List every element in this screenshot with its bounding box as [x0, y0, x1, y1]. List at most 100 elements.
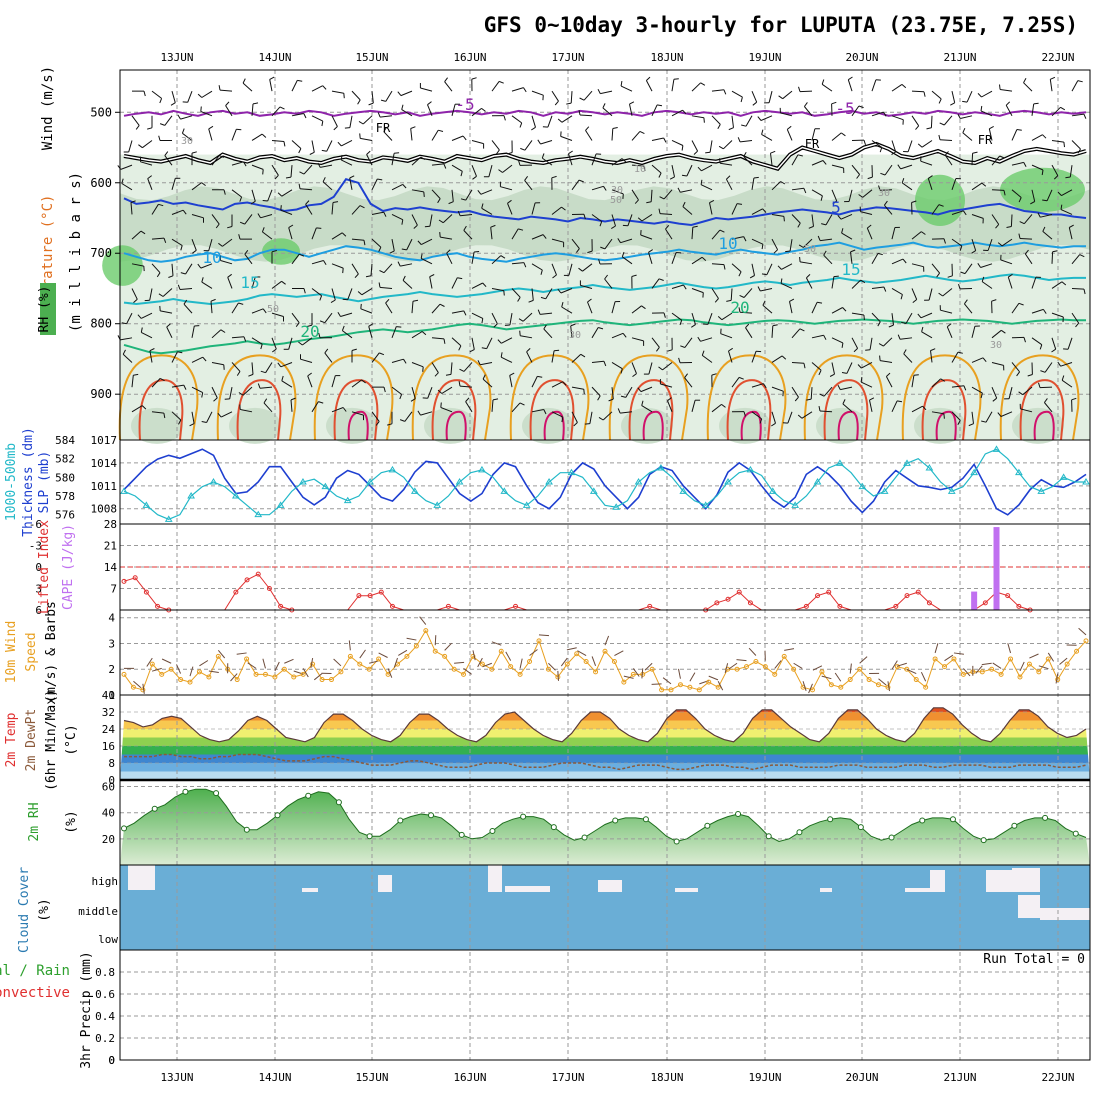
wind-barb [931, 263, 940, 274]
wind-barb [731, 263, 742, 273]
wind-barb-flag [879, 147, 883, 153]
rh-legend-swatch [40, 283, 56, 335]
wind-barb [429, 214, 433, 227]
wind-barb-flag [1057, 361, 1062, 367]
wind-barb-flag [503, 115, 506, 121]
rh-marker [182, 788, 189, 795]
wind-barb-flag [681, 145, 684, 151]
wind-barb [140, 312, 153, 319]
wind-barb-flag [437, 389, 443, 394]
wind-barb-flag [324, 348, 329, 354]
wind-barb-10m [491, 641, 502, 646]
wind-barb-10m [230, 673, 238, 682]
wind-barb-10m [302, 668, 309, 678]
rh-area [120, 789, 1090, 865]
wind-barb-flag [192, 249, 197, 254]
wind-barb-flag [290, 397, 296, 401]
wind-barb-flag [458, 345, 462, 351]
wind-barb [686, 164, 693, 177]
wind-speed-marker [527, 659, 533, 665]
panel-frames [115, 69, 1091, 1061]
wind-barb [905, 312, 913, 324]
top-date-label: 20JUN [845, 51, 878, 64]
wind-barb-flag [394, 152, 400, 154]
wind-barb [490, 227, 493, 240]
lifted-index-marker [1016, 603, 1022, 609]
wind-barb-10m [934, 643, 939, 654]
wind-barb [1042, 231, 1053, 240]
wind-barb-flag [999, 84, 1001, 90]
wind-barb [131, 405, 143, 413]
wind-barb-flag [957, 351, 963, 354]
wind-barb [240, 409, 253, 413]
wind-barb-flag [597, 88, 601, 94]
wind-barb [991, 329, 1002, 339]
rh-marker [489, 828, 496, 834]
wind-barb-flag [180, 245, 183, 251]
wind-barb-flag [1077, 80, 1083, 83]
rh-axis-label: (%) [64, 810, 79, 833]
wind-barb [851, 337, 859, 349]
wind-barb [271, 312, 284, 317]
wind-barb-flag [438, 129, 444, 132]
wind-barb [811, 128, 816, 141]
precip-label-convective: Convective [0, 985, 70, 1001]
wind-barb-flag [500, 255, 506, 259]
wind-barb-flag [1083, 288, 1086, 295]
bottom-date-label: 19JUN [748, 1071, 781, 1084]
wind-barb [251, 103, 254, 116]
wind-barb [684, 337, 693, 348]
wind-barb [120, 164, 133, 170]
wind-barb [871, 312, 881, 323]
wind-barb [491, 255, 502, 265]
wind-barb-flag [1033, 102, 1039, 105]
isotherm-20 [123, 318, 1086, 355]
top-date-label: 18JUN [650, 51, 683, 64]
wind-barb-flag [218, 242, 223, 247]
wind-barb [602, 411, 613, 421]
wind-barb-flag [413, 224, 418, 229]
wind-barb [791, 214, 801, 224]
wind-barb-flag [417, 410, 421, 416]
wind-barb-10m [176, 664, 182, 674]
wind-barb-flag [697, 166, 702, 172]
wind-barb [851, 279, 861, 289]
wind-barb [288, 227, 293, 240]
wind-barb-10m [434, 635, 437, 646]
wind-speed-marker [461, 671, 467, 677]
wind-barb-flag [743, 151, 747, 157]
wind-barb [731, 377, 740, 388]
wind-barb [631, 362, 637, 374]
wind-barb-flag [421, 331, 427, 336]
wind-barb [570, 91, 573, 104]
wind-barb-flag [711, 373, 717, 376]
wind-barb [201, 281, 213, 289]
wind-barb-10m [1047, 652, 1055, 662]
thickness-marker [813, 478, 822, 485]
wind-barb-10m [1059, 657, 1068, 665]
rh-marker [612, 817, 619, 824]
wind-barb [391, 183, 403, 191]
wind-barb [420, 411, 433, 416]
contour-label: 30 [990, 340, 1002, 351]
wind-barb-flag [401, 248, 407, 251]
wind-speed-marker [498, 648, 504, 654]
wind-barb [819, 410, 833, 413]
wind-speed-marker [451, 666, 457, 672]
wind-barb [524, 180, 533, 191]
wind-barb [391, 214, 404, 221]
wind-barb [591, 153, 597, 166]
wind-barb [322, 181, 333, 191]
rh-blob-surface [522, 407, 574, 444]
wind-barb [1071, 140, 1081, 150]
wind-barb [911, 115, 920, 127]
wind-barb [851, 164, 860, 175]
wind-barb-flag [458, 381, 461, 387]
precip-tick-label: 0 [108, 1054, 115, 1067]
wind-barb [991, 361, 1004, 366]
wind-barb-flag [943, 413, 945, 419]
wind-barb [488, 165, 493, 177]
wind-barb [471, 139, 484, 145]
wind-barb [305, 204, 313, 215]
wind-barb [611, 332, 624, 339]
